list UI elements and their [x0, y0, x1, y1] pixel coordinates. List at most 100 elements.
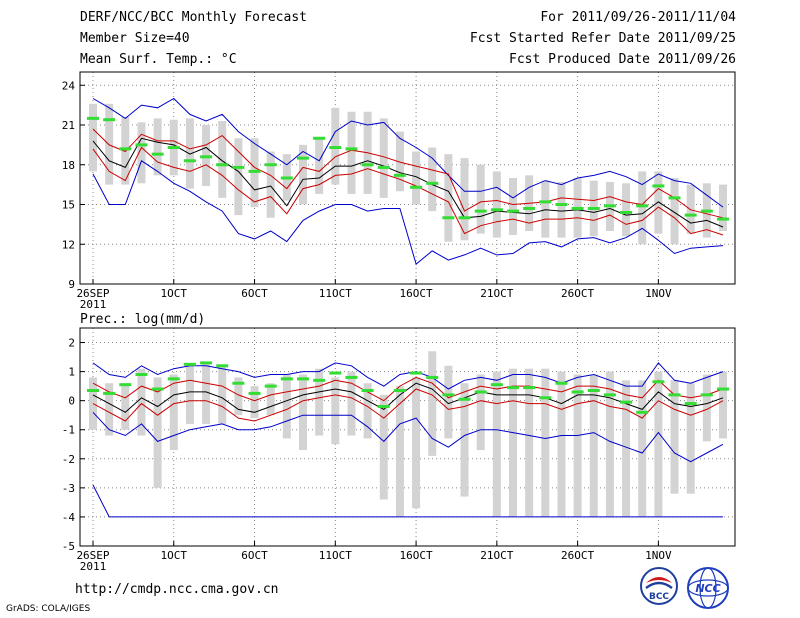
prec-range-bar [686, 383, 695, 494]
temp-observed-marker [297, 156, 309, 160]
temp-xtick-label: 26OCT [561, 287, 594, 300]
temp-observed-marker [717, 217, 729, 221]
prec-ytick-label: -5 [62, 540, 75, 553]
prec-range-bar [218, 365, 227, 424]
prec-range-bar [589, 374, 598, 517]
prec-observed-marker [103, 391, 116, 395]
prec-range-bar [185, 365, 194, 424]
temp-range-bar [315, 138, 324, 194]
temp-observed-marker [587, 206, 600, 210]
temp-xtick-label: 26SEP [76, 287, 109, 300]
prec-observed-marker [87, 388, 99, 392]
temp-upper-line [92, 128, 724, 219]
prec-max-line [92, 362, 724, 390]
prec-observed-marker [297, 377, 309, 381]
temp-observed-marker [377, 165, 390, 169]
temp-observed-marker [393, 173, 406, 177]
temp-ytick-label: 15 [62, 199, 75, 212]
temp-range-bar [299, 144, 307, 205]
prec-range-bar [670, 380, 679, 494]
temp-range-bar [218, 121, 227, 198]
temp-observed-marker [103, 118, 116, 122]
temp-observed-marker [87, 116, 99, 120]
temp-range-bar [347, 111, 356, 194]
temp-range-bar [379, 118, 388, 198]
temp-observed-marker [264, 163, 277, 167]
prec-ytick-label: -2 [62, 453, 75, 466]
temp-observed-marker [620, 210, 633, 214]
temp-ytick-label: 24 [62, 79, 76, 92]
prec-observed-marker [507, 386, 519, 390]
header-right: For 2011/09/26-2011/11/04 Fcst Started R… [470, 10, 736, 73]
prec-range-bar [137, 368, 146, 436]
prec-observed-marker [571, 390, 584, 394]
prec-observed-marker [216, 364, 229, 368]
prec-mean-line [92, 382, 724, 413]
temp-range-bar [557, 181, 566, 238]
prec-observed-marker [345, 375, 358, 379]
temp-observed-marker [603, 204, 616, 208]
prec-observed-marker [474, 390, 487, 394]
prec-observed-marker [668, 393, 681, 397]
temp-range-bar [460, 158, 469, 241]
prec-observed-marker [555, 381, 568, 385]
temp-observed-marker [684, 213, 697, 217]
temp-observed-marker [668, 196, 681, 200]
prec-observed-marker [684, 402, 697, 406]
temp-observed-marker [571, 206, 584, 210]
temp-max-line [92, 97, 724, 208]
prec-range-bar [654, 371, 663, 517]
temp-observed-marker [313, 136, 326, 140]
prec-lower-line [92, 388, 724, 422]
header-left: DERF/NCC/BCC Monthly Forecast Member Siz… [80, 10, 307, 73]
temp-range-bar [638, 171, 647, 245]
temp-range-bar [509, 178, 517, 235]
temp-xtick-label: 1NOV [645, 287, 672, 300]
temp-range-bar [686, 184, 695, 234]
temp-xtick-label: 6OCT [241, 287, 268, 300]
prec-range-bar [573, 374, 582, 517]
temp-range-bar [444, 154, 453, 242]
prec-range-bar [347, 371, 356, 436]
fcst-started-date: Fcst Started Refer Date 2011/09/25 [469, 31, 736, 46]
temp-observed-marker [442, 216, 455, 220]
temp-observed-marker [345, 147, 358, 151]
prec-observed-marker [393, 388, 406, 392]
prec-range-bar [315, 368, 324, 436]
prec-observed-marker [167, 377, 180, 381]
prec-observed-marker [539, 396, 552, 400]
prec-range-bar [702, 374, 711, 442]
prec-range-bar [428, 351, 437, 456]
prec-observed-marker [264, 384, 277, 388]
prec-range-bar [719, 371, 727, 439]
prec-range-bar [605, 371, 614, 517]
prec-range-bar [395, 386, 404, 517]
temp-observed-marker [119, 147, 132, 151]
prec-observed-marker [313, 378, 326, 382]
prec-observed-marker [458, 397, 471, 401]
temp-observed-marker [490, 208, 503, 212]
prec-range-bar [250, 386, 259, 419]
prec-observed-marker [652, 380, 665, 384]
prec-range-bar [121, 383, 130, 430]
prec-range-bar [89, 377, 97, 430]
prec-range-bar [153, 377, 162, 488]
source-url[interactable]: http://cmdp.ncc.cma.gov.cn [75, 582, 279, 597]
prec-observed-marker [377, 404, 390, 408]
temp-range-bar [137, 122, 146, 184]
prec-observed-marker [490, 383, 503, 387]
forecast-period: For 2011/09/26-2011/11/04 [540, 10, 736, 25]
prec-observed-marker [248, 391, 261, 395]
temp-observed-marker [280, 176, 293, 180]
prec-range-bar [266, 383, 275, 416]
prec-ytick-label: -1 [62, 424, 75, 437]
prec-year-label: 2011 [80, 560, 107, 573]
temp-range-bar [412, 151, 421, 205]
temp-observed-marker [523, 206, 536, 210]
temp-observed-marker [426, 181, 439, 185]
prec-range-bar [202, 362, 211, 424]
temp-range-bar [541, 180, 550, 238]
prec-observed-marker [329, 371, 342, 375]
temp-panel: 9 12 15 18 21 24 26SEP 1OCT 6OCT 11OCT 16OCT 21OCT 2… [62, 71, 736, 311]
